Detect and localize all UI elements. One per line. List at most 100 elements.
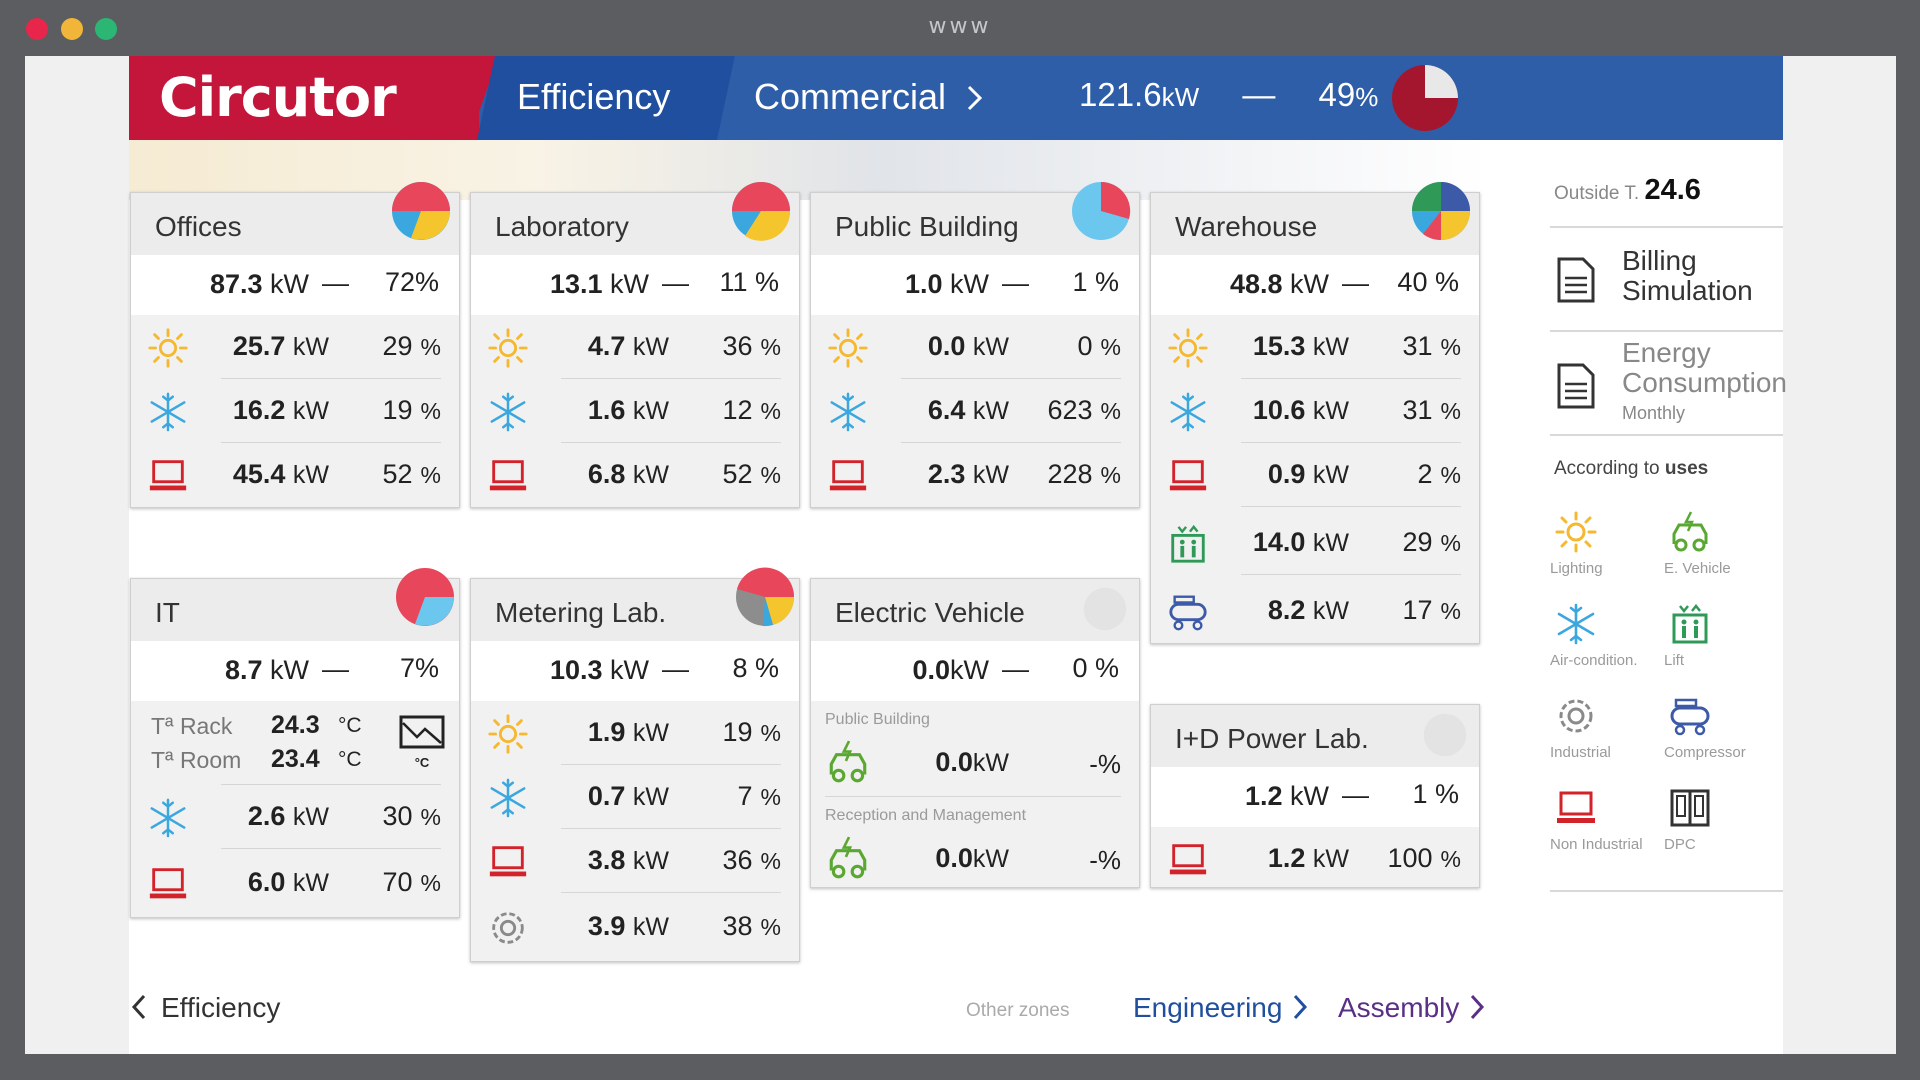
lighting-icon <box>487 713 529 755</box>
row-non-industrial: 6.0 kW 70% <box>131 851 459 915</box>
zone-pie-chart <box>1072 181 1131 240</box>
lighting-icon <box>147 327 189 369</box>
row-non-industrial: 1.2 kW 100% <box>1151 827 1479 891</box>
zone-card-id-power-lab[interactable]: I+D Power Lab. 1.2 kW — 1 % 1.2 kW 100% <box>1150 704 1480 888</box>
assembly-link[interactable]: Assembly <box>1338 992 1485 1024</box>
row-non-industrial: 2.3 kW 228% <box>811 443 1139 507</box>
chevron-right-icon <box>967 85 983 111</box>
zone-title: Offices <box>155 211 242 242</box>
zone-title: Metering Lab. <box>495 597 667 628</box>
zone-title: IT <box>155 597 180 628</box>
dpc-cabinet-icon <box>1668 786 1712 830</box>
zone-card-offices[interactable]: Offices 87.3 kW — 72% 25.7 kW 29% 16.2 kW… <box>130 182 460 508</box>
electric-vehicle-icon <box>825 739 871 785</box>
zone-total: 0.0kW — 0 % <box>811 641 1139 701</box>
laptop-icon <box>147 455 189 497</box>
total-pie-chart <box>1392 65 1458 131</box>
gear-icon <box>487 907 529 949</box>
lighting-icon <box>1554 510 1598 554</box>
uses-title: According to uses <box>1554 458 1709 479</box>
zone-card-electric-vehicle[interactable]: Electric Vehicle 0.0kW — 0 % Public Buil… <box>810 578 1140 888</box>
temperature-block: Tª Rack 24.3 °C Tª Room 23.4 °C °C <box>131 701 459 785</box>
zone-total: 1.0 kW — 1 % <box>811 255 1139 315</box>
zone-title: Laboratory <box>495 211 629 242</box>
zone-pie-chart-empty <box>1423 713 1467 757</box>
minimize-window-button[interactable] <box>61 18 83 40</box>
row-industrial: 3.9 kW 38% <box>471 895 799 959</box>
engineering-link[interactable]: Engineering <box>1133 992 1308 1024</box>
lift-icon <box>1167 523 1209 565</box>
outside-temperature: Outside T. 24.6 <box>1554 174 1701 206</box>
document-icon <box>1556 256 1596 304</box>
zone-total: 8.7 kW — 7% <box>131 641 459 701</box>
ev-reception-management: Reception and Management 0.0kW -% <box>811 797 1139 889</box>
row-aircon: 0.7 kW 7% <box>471 765 799 829</box>
electric-vehicle-icon <box>1668 510 1712 554</box>
tab-efficiency[interactable]: Efficiency <box>517 76 671 117</box>
use-compressor[interactable]: Compressor <box>1664 694 1774 774</box>
zone-card-it[interactable]: IT 8.7 kW — 7% Tª Rack 24.3 °C Tª Room 2… <box>130 568 460 918</box>
maximize-window-button[interactable] <box>95 18 117 40</box>
svg-text:°C: °C <box>415 755 430 770</box>
laptop-icon <box>827 455 869 497</box>
use-lighting[interactable]: Lighting <box>1550 510 1660 590</box>
use-non-industrial[interactable]: Non Industrial <box>1550 786 1660 866</box>
zone-total: 13.1 kW — 11 % <box>471 255 799 315</box>
top-bar: Circutor Efficiency Commercial 121.6kW —… <box>129 56 1783 140</box>
use-e-vehicle[interactable]: E. Vehicle <box>1664 510 1774 590</box>
ev-public-building: Public Building 0.0kW -% <box>811 701 1139 797</box>
use-lift[interactable]: Lift <box>1664 602 1774 682</box>
tab-commercial[interactable]: Commercial <box>754 76 984 118</box>
zone-title: I+D Power Lab. <box>1175 723 1369 754</box>
use-dpc[interactable]: DPC <box>1664 786 1774 866</box>
row-aircon: 16.2 kW 19% <box>131 379 459 443</box>
row-aircon: 1.6 kW 12% <box>471 379 799 443</box>
zone-pie-chart <box>736 567 795 627</box>
energy-consumption-button[interactable]: Energy Consumption Monthly <box>1550 330 1787 434</box>
row-lighting: 15.3 kW 31% <box>1151 315 1479 379</box>
zone-total: 87.3 kW — 72% <box>131 255 459 315</box>
lighting-icon <box>1167 327 1209 369</box>
other-zones-label: Other zones <box>966 1000 1070 1021</box>
use-industrial[interactable]: Industrial <box>1550 694 1660 774</box>
row-lighting: 0.0 kW 0% <box>811 315 1139 379</box>
row-lighting: 25.7 kW 29% <box>131 315 459 379</box>
snowflake-icon <box>147 797 189 839</box>
zone-total: 1.2 kW — 1 % <box>1151 767 1479 827</box>
row-non-industrial: 45.4 kW 52% <box>131 443 459 507</box>
room-temp-value: 23.4 <box>271 745 320 773</box>
snowflake-icon <box>1554 602 1598 646</box>
row-aircon: 6.4 kW 623% <box>811 379 1139 443</box>
row-non-industrial: 3.8 kW 36% <box>471 829 799 893</box>
billing-simulation-button[interactable]: Billing Simulation <box>1550 226 1783 330</box>
zone-card-public-building[interactable]: Public Building 1.0 kW — 1 % 0.0 kW 0% 6.… <box>810 181 1140 508</box>
row-lighting: 4.7 kW 36% <box>471 315 799 379</box>
lighting-icon <box>827 327 869 369</box>
chevron-right-icon <box>1471 994 1485 1020</box>
zone-title: Public Building <box>835 211 1019 242</box>
temperature-chart-icon[interactable]: °C <box>399 715 445 773</box>
snowflake-icon <box>147 391 189 433</box>
zone-pie-chart <box>732 182 791 241</box>
row-lift: 14.0 kW 29% <box>1151 511 1479 575</box>
zone-card-metering-lab[interactable]: Metering Lab. 10.3 kW — 8 % 1.9 kW 19% 0.… <box>470 567 800 962</box>
close-window-button[interactable] <box>26 18 48 40</box>
use-air-condition[interactable]: Air-condition. <box>1550 602 1660 682</box>
zone-card-warehouse[interactable]: Warehouse 48.8 kW — 40 % 15.3 kW 31% 10.6… <box>1150 182 1480 644</box>
zone-pie-chart-empty <box>1083 587 1127 631</box>
snowflake-icon <box>487 391 529 433</box>
rack-temp-value: 24.3 <box>271 711 320 739</box>
back-to-efficiency-link[interactable]: Efficiency <box>131 992 280 1024</box>
total-power: 121.6kW — 49% <box>1079 76 1379 113</box>
chevron-right-icon <box>1294 994 1308 1020</box>
laptop-icon <box>147 863 189 905</box>
snowflake-icon <box>1167 391 1209 433</box>
logo-block <box>129 56 479 140</box>
laptop-icon <box>487 455 529 497</box>
zone-total: 10.3 kW — 8 % <box>471 641 799 701</box>
compressor-icon <box>1167 591 1209 633</box>
zone-pie-chart <box>396 568 454 626</box>
circutor-logo[interactable]: Circutor <box>159 66 397 129</box>
zone-total: 48.8 kW — 40 % <box>1151 255 1479 315</box>
zone-card-laboratory[interactable]: Laboratory 13.1 kW — 11 % 4.7 kW 36% 1.6 … <box>470 182 800 508</box>
